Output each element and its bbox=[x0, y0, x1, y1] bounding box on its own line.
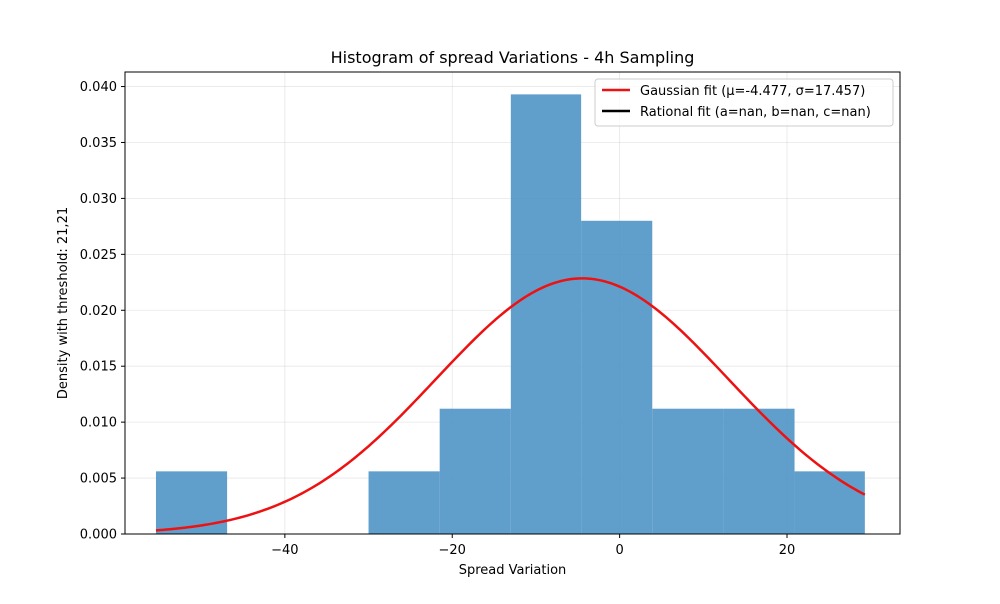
bars-layer bbox=[155, 94, 865, 535]
histogram-bar-8 bbox=[723, 408, 795, 534]
x-tick-label-1: −20 bbox=[439, 543, 466, 558]
histogram-bar-5 bbox=[510, 94, 582, 535]
legend-box bbox=[594, 78, 894, 127]
y-tick-label-6: 0.030 bbox=[80, 192, 117, 207]
y-tick-label-3: 0.015 bbox=[80, 360, 117, 375]
histogram-bar-9 bbox=[794, 471, 865, 534]
histogram-bar-0 bbox=[155, 471, 228, 534]
y-axis-ticks: 0.000 0.005 0.010 0.015 0.020 0.025 0.030 0.035… bbox=[80, 80, 125, 543]
x-tick-label-3: 20 bbox=[779, 543, 796, 558]
x-axis-ticks: −40 −20 0 20 bbox=[271, 534, 795, 558]
plot-frame bbox=[124, 71, 901, 535]
y-tick-label-0: 0.000 bbox=[80, 528, 117, 543]
gaussian-fit-line bbox=[155, 277, 866, 532]
y-tick-label-2: 0.010 bbox=[80, 416, 117, 431]
histogram-bar-6 bbox=[581, 220, 653, 534]
y-tick-label-5: 0.025 bbox=[80, 248, 117, 263]
y-axis-label: Density with threshold: 21,21 bbox=[56, 207, 71, 399]
chart-title: Histogram of spread Variations - 4h Samp… bbox=[331, 48, 695, 67]
x-axis-label: Spread Variation bbox=[459, 563, 567, 578]
legend-label-rational: Rational fit (a=nan, b=nan, c=nan) bbox=[640, 105, 871, 120]
x-tick-label-0: −40 bbox=[271, 543, 298, 558]
curve-layer bbox=[155, 277, 866, 532]
y-tick-label-4: 0.020 bbox=[80, 304, 117, 319]
legend: Gaussian fit (μ=-4.477, σ=17.457) Ration… bbox=[594, 78, 894, 127]
y-tick-label-8: 0.040 bbox=[80, 80, 117, 95]
histogram-bar-7 bbox=[652, 408, 724, 534]
x-tick-label-2: 0 bbox=[615, 543, 623, 558]
histogram-bar-4 bbox=[439, 408, 511, 534]
histogram-bar-3 bbox=[368, 471, 440, 534]
legend-label-gaussian: Gaussian fit (μ=-4.477, σ=17.457) bbox=[640, 84, 865, 99]
y-tick-label-1: 0.005 bbox=[80, 472, 117, 487]
y-tick-label-7: 0.035 bbox=[80, 136, 117, 151]
